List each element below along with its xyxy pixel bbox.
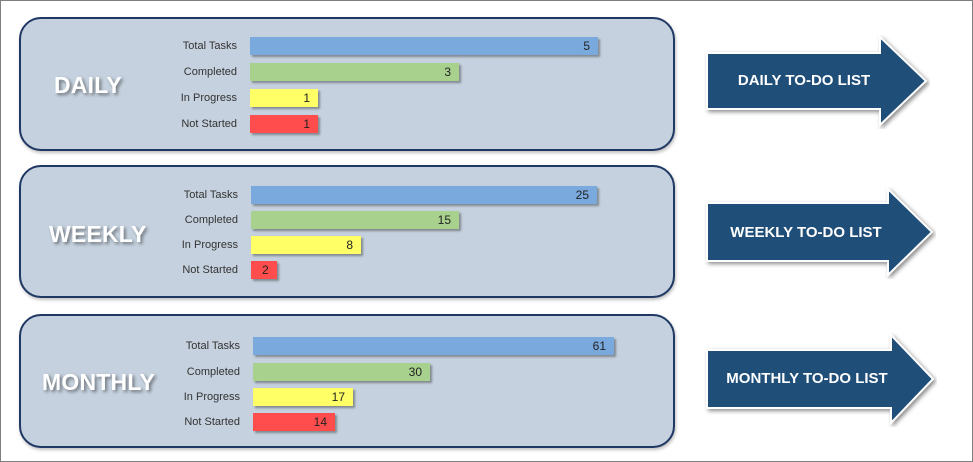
weekly-todo-list-button[interactable]: WEEKLY TO-DO LIST <box>704 187 936 279</box>
row-label: Completed <box>183 66 237 78</box>
bar-value: 1 <box>303 91 310 105</box>
daily-row-completed: Completed 3 <box>21 63 671 81</box>
row-label: In Progress <box>180 92 237 104</box>
row-label: Not Started <box>184 416 240 428</box>
daily-bar-in-progress: 1 <box>250 89 318 107</box>
arrow-label: MONTHLY TO-DO LIST <box>726 370 888 387</box>
row-label: Not Started <box>181 118 237 130</box>
daily-bar-not-started: 1 <box>250 115 318 133</box>
row-label: Total Tasks <box>183 189 238 201</box>
row-label: Completed <box>184 214 238 226</box>
bar-value: 1 <box>303 117 310 131</box>
daily-bar-total: 5 <box>250 37 598 55</box>
bar-value: 14 <box>313 415 327 429</box>
row-label: In Progress <box>183 391 240 403</box>
bar-value: 3 <box>444 65 451 79</box>
monthly-row-not-started: Not Started 14 <box>21 413 671 431</box>
arrow-label: WEEKLY TO-DO LIST <box>730 224 882 241</box>
daily-bar-completed: 3 <box>250 63 459 81</box>
daily-panel: DAILY Total Tasks 5 Completed 3 In Progr… <box>19 17 675 151</box>
monthly-bar-total: 61 <box>253 337 614 355</box>
weekly-bar-total: 25 <box>251 186 597 204</box>
bar-value: 30 <box>408 365 422 379</box>
weekly-row-not-started: Not Started 2 <box>21 261 671 279</box>
monthly-panel: MONTHLY Total Tasks 61 Completed 30 In P… <box>19 314 675 448</box>
monthly-bar-completed: 30 <box>253 363 430 381</box>
arrow-shape-icon <box>706 333 935 426</box>
bar-value: 8 <box>346 238 353 252</box>
weekly-row-in-progress: In Progress 8 <box>21 236 671 254</box>
bar-value: 25 <box>575 188 589 202</box>
bar-value: 5 <box>583 39 590 53</box>
daily-todo-list-button[interactable]: DAILY TO-DO LIST <box>704 35 930 129</box>
row-label: Total Tasks <box>185 340 240 352</box>
monthly-row-in-progress: In Progress 17 <box>21 388 671 406</box>
bar-value: 17 <box>331 390 345 404</box>
arrow-shape-icon <box>706 187 934 278</box>
arrow-label: DAILY TO-DO LIST <box>737 72 871 89</box>
daily-title: DAILY <box>54 72 122 98</box>
row-label: Total Tasks <box>182 40 237 52</box>
weekly-bar-completed: 15 <box>251 211 459 229</box>
monthly-bar-not-started: 14 <box>253 413 335 431</box>
weekly-row-total: Total Tasks 25 <box>21 186 671 204</box>
monthly-row-completed: Completed 30 <box>21 363 671 381</box>
bar-value: 2 <box>262 263 269 277</box>
row-label: Completed <box>186 366 240 378</box>
monthly-bar-in-progress: 17 <box>253 388 353 406</box>
weekly-bar-not-started: 2 <box>251 261 277 279</box>
row-label: Not Started <box>182 264 238 276</box>
monthly-todo-list-button[interactable]: MONTHLY TO-DO LIST <box>704 333 937 427</box>
bar-value: 61 <box>592 339 606 353</box>
bar-value: 15 <box>437 213 451 227</box>
daily-row-total: Total Tasks 5 <box>21 37 671 55</box>
weekly-title: WEEKLY <box>49 221 147 247</box>
weekly-panel: WEEKLY Total Tasks 25 Completed 15 In Pr… <box>19 165 675 298</box>
daily-row-in-progress: In Progress 1 <box>21 89 671 107</box>
arrow-shape-icon <box>706 35 928 128</box>
weekly-row-completed: Completed 15 <box>21 211 671 229</box>
monthly-title: MONTHLY <box>42 369 155 395</box>
weekly-bar-in-progress: 8 <box>251 236 361 254</box>
daily-row-not-started: Not Started 1 <box>21 115 671 133</box>
row-label: In Progress <box>181 239 238 251</box>
monthly-row-total: Total Tasks 61 <box>21 337 671 355</box>
